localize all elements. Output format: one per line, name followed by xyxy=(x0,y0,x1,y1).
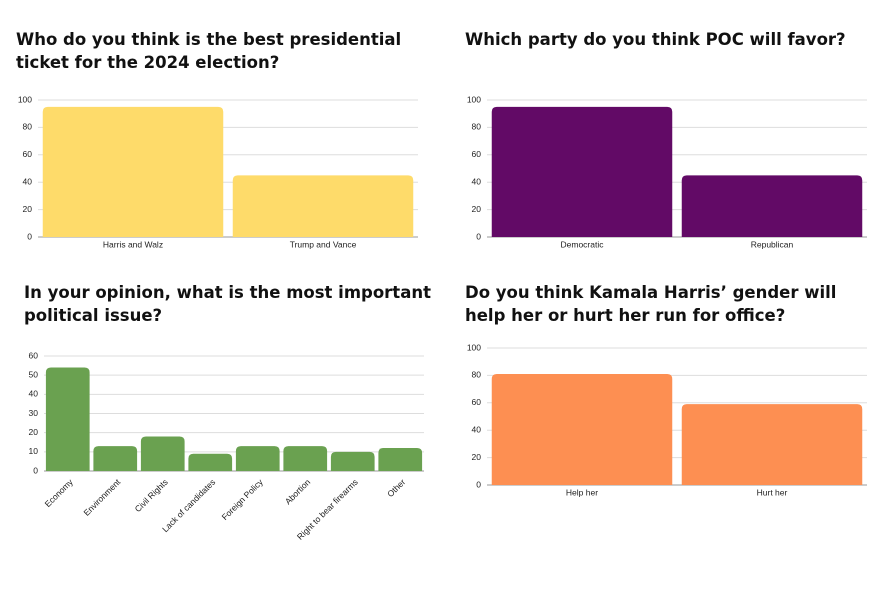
y-tick-label: 20 xyxy=(472,452,482,462)
y-tick-label: 30 xyxy=(29,408,39,418)
y-tick-label: 100 xyxy=(467,342,481,352)
x-tick-label: Democratic xyxy=(561,239,605,249)
y-tick-label: 40 xyxy=(472,176,482,186)
y-tick-label: 0 xyxy=(27,231,32,241)
x-tick-label: Foreign Policy xyxy=(220,476,266,522)
y-tick-label: 10 xyxy=(29,446,39,456)
x-tick-label: Lack of candidates xyxy=(160,477,217,534)
x-tick-label: Trump and Vance xyxy=(290,239,357,249)
y-tick-label: 0 xyxy=(476,231,481,241)
y-tick-label: 0 xyxy=(476,479,481,489)
bar xyxy=(45,367,90,471)
bar xyxy=(42,106,224,237)
chart-title: Who do you think is the best presidentia… xyxy=(16,30,402,72)
y-tick-label: 60 xyxy=(23,149,33,159)
bar xyxy=(378,448,423,471)
x-tick-label: Environment xyxy=(81,476,122,517)
x-tick-label: Hurt her xyxy=(757,487,788,497)
y-tick-label: 80 xyxy=(472,370,482,380)
bar xyxy=(93,446,138,471)
bar xyxy=(188,453,233,471)
chart-title: Do you think Kamala Harris’ gender will … xyxy=(465,283,837,325)
bar xyxy=(330,451,375,471)
y-tick-label: 100 xyxy=(18,94,32,104)
x-tick-label: Civil Rights xyxy=(133,477,170,514)
bar xyxy=(491,106,673,237)
y-tick-label: 40 xyxy=(472,424,482,434)
y-tick-label: 0 xyxy=(33,465,38,475)
y-tick-label: 80 xyxy=(472,122,482,132)
x-tick-label: Economy xyxy=(43,476,76,509)
chart-title: In your opinion, what is the most import… xyxy=(24,283,431,325)
bar xyxy=(491,374,673,485)
y-tick-label: 50 xyxy=(29,369,39,379)
x-tick-label: Abortion xyxy=(283,477,313,507)
y-tick-label: 60 xyxy=(29,350,39,360)
chart-title: Which party do you think POC will favor? xyxy=(465,30,846,49)
x-tick-label: Harris and Walz xyxy=(103,239,163,249)
bar xyxy=(283,446,328,471)
bar xyxy=(235,446,280,471)
x-tick-label: Help her xyxy=(566,487,598,497)
y-tick-label: 20 xyxy=(472,204,482,214)
y-tick-label: 80 xyxy=(23,122,33,132)
y-tick-label: 40 xyxy=(29,389,39,399)
x-tick-label: Republican xyxy=(751,239,794,249)
bar xyxy=(140,436,185,471)
y-tick-label: 40 xyxy=(23,176,33,186)
y-tick-label: 20 xyxy=(23,204,33,214)
bar xyxy=(681,175,863,237)
y-tick-label: 60 xyxy=(472,397,482,407)
bar xyxy=(232,175,414,237)
y-tick-label: 20 xyxy=(29,427,39,437)
bar xyxy=(681,404,863,485)
y-tick-label: 100 xyxy=(467,94,481,104)
y-tick-label: 60 xyxy=(472,149,482,159)
x-tick-label: Other xyxy=(385,477,407,499)
